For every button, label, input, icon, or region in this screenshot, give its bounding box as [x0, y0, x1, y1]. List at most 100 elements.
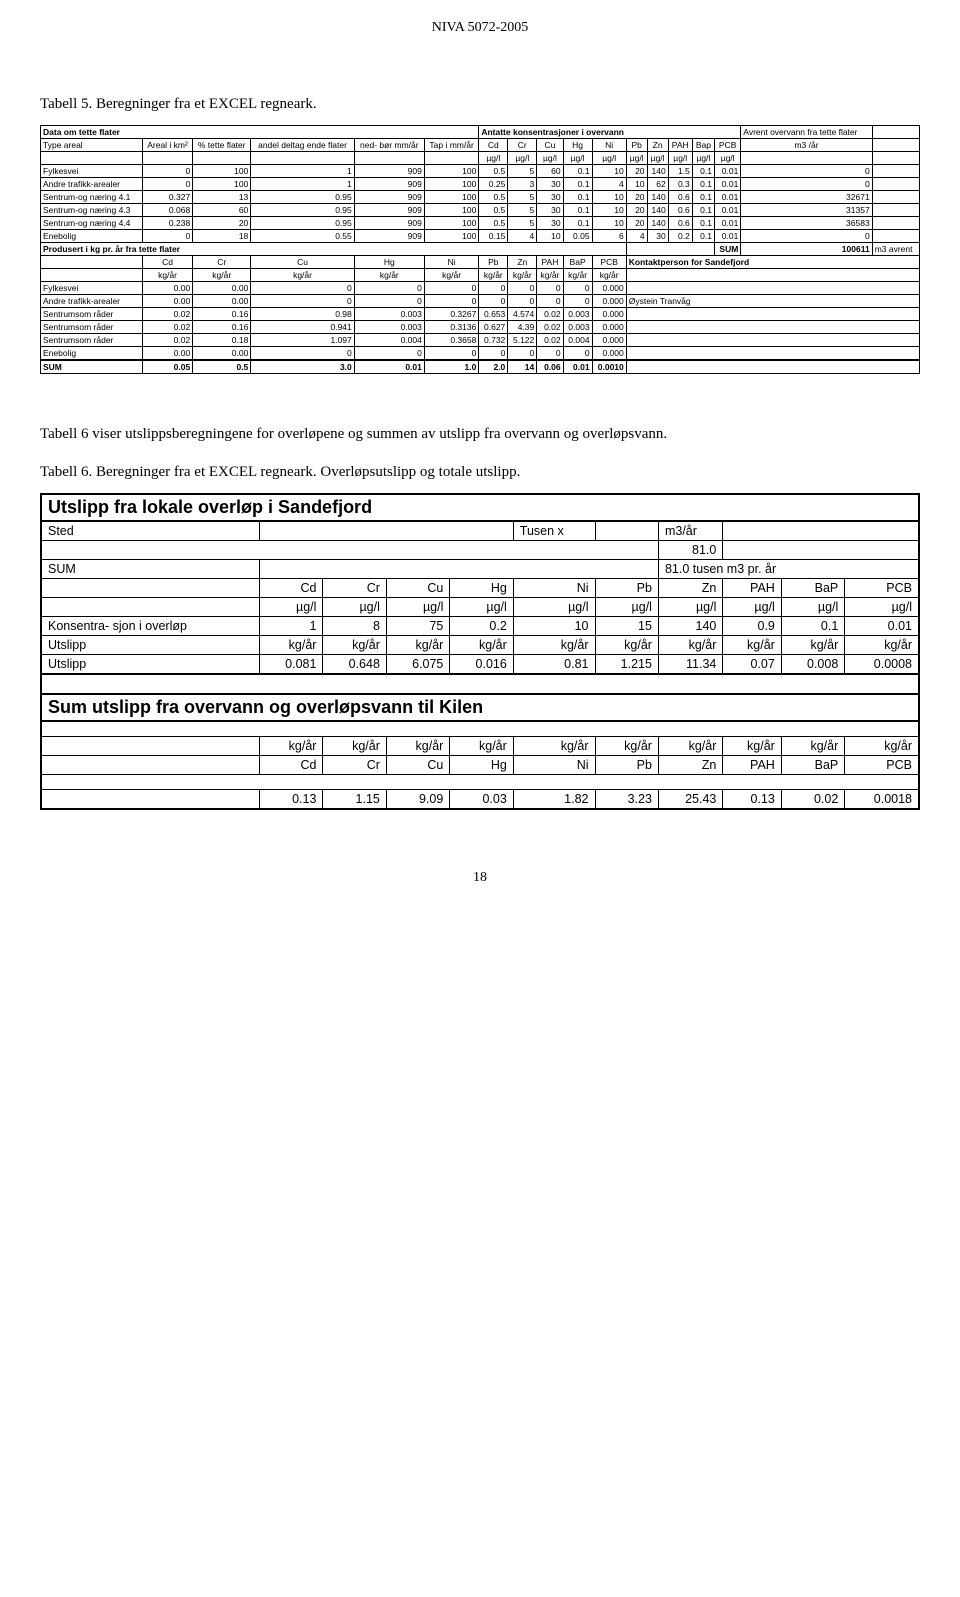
- table-cell: µg/l: [513, 598, 595, 617]
- table-cell: 32671: [741, 191, 872, 204]
- table-cell: 0.008: [781, 655, 844, 675]
- table-cell: 0.648: [323, 655, 386, 675]
- table-row: Andre trafikk-arealer010019091000.253300…: [41, 178, 920, 191]
- table-cell: Pb: [595, 579, 658, 598]
- t1-h-c8: Cu: [537, 139, 563, 152]
- table-cell: 1.5: [668, 165, 692, 178]
- table-cell: kg/år: [781, 636, 844, 655]
- table-cell: 0.941: [251, 321, 354, 334]
- table-cell: 0.95: [251, 191, 354, 204]
- table-cell: kg/år: [323, 636, 386, 655]
- t1-sum-value: 100611: [741, 243, 872, 256]
- table-cell: 0.00: [193, 295, 251, 308]
- table-cell: 0.05: [142, 360, 192, 374]
- table-cell: 0: [741, 178, 872, 191]
- table-cell: 20: [626, 165, 647, 178]
- table-cell: 0.238: [142, 217, 192, 230]
- table-cell: 0.00: [193, 282, 251, 295]
- table-cell: Utslipp: [41, 636, 259, 655]
- table-cell: Cd: [259, 579, 322, 598]
- table-cell: Hg: [450, 579, 513, 598]
- table-cell: 0.01: [563, 360, 592, 374]
- table-cell: 0.5: [479, 165, 508, 178]
- table-cell: [41, 737, 259, 756]
- table-cell: 10: [592, 204, 626, 217]
- table-cell: Zn: [658, 756, 722, 775]
- table-cell: kg/år: [658, 636, 722, 655]
- table-cell: kg/år: [513, 737, 595, 756]
- table-cell: 0.081: [259, 655, 322, 675]
- table-cell: 100: [424, 165, 478, 178]
- table-cell: 20: [193, 217, 251, 230]
- table-cell: [872, 204, 919, 217]
- table-cell: Sentrum-og næring 4.1: [41, 191, 143, 204]
- table-cell: 0.00: [142, 295, 192, 308]
- table-cell: 60: [537, 165, 563, 178]
- table-cell: 140: [647, 165, 668, 178]
- table-row: Sentrumsom råder0.020.181.0970.0040.3658…: [41, 334, 920, 347]
- table-cell: 100: [424, 191, 478, 204]
- table-row: Sentrum-og næring 4.40.238200.959091000.…: [41, 217, 920, 230]
- table-cell: µg/l: [723, 598, 781, 617]
- table-cell: [41, 756, 259, 775]
- table-cell: kg/år: [251, 269, 354, 282]
- table-cell: 0.01: [845, 617, 919, 636]
- table-cell: 100: [193, 165, 251, 178]
- table-cell: 100: [424, 230, 478, 243]
- table-cell: 0.05: [563, 230, 592, 243]
- table-cell: µg/l: [626, 152, 647, 165]
- table-cell: [872, 152, 919, 165]
- table-cell: 0.02: [781, 790, 844, 810]
- table-cell: 0.02: [537, 308, 563, 321]
- table6: Utslipp fra lokale overløp i Sandefjord …: [40, 493, 920, 810]
- table-cell: µg/l: [592, 152, 626, 165]
- table-cell: 60: [193, 204, 251, 217]
- table-cell: kg/år: [537, 269, 563, 282]
- table5: Data om tette flater Antatte konsentrasj…: [40, 125, 920, 374]
- table-cell: 0.000: [592, 295, 626, 308]
- table-cell: µg/l: [658, 598, 722, 617]
- table-cell: 1.097: [251, 334, 354, 347]
- table-row: Fylkesvei0.000.0000000000.000: [41, 282, 920, 295]
- table-cell: 4.39: [508, 321, 537, 334]
- table-cell: 1.0: [424, 360, 478, 374]
- table-cell: 75: [386, 617, 449, 636]
- table-cell: [626, 269, 919, 282]
- table-cell: [626, 321, 919, 334]
- table-cell: 0.016: [450, 655, 513, 675]
- table-cell: 0.16: [193, 308, 251, 321]
- table-cell: 0.5: [479, 217, 508, 230]
- table-cell: 0: [537, 347, 563, 361]
- t2-tusen: Tusen x: [513, 521, 595, 541]
- table-cell: Kontaktperson for Sandefjord: [626, 256, 919, 269]
- table-cell: Utslipp: [41, 655, 259, 675]
- table-cell: 0.627: [479, 321, 508, 334]
- table-cell: 0.02: [142, 308, 192, 321]
- page-number: 18: [40, 870, 920, 886]
- table-cell: 30: [537, 204, 563, 217]
- table-cell: 4.574: [508, 308, 537, 321]
- table-cell: kg/år: [259, 636, 322, 655]
- table-cell: kg/år: [513, 636, 595, 655]
- table-row: Enebolig0.000.0000000000.000: [41, 347, 920, 361]
- table-cell: 5: [508, 217, 537, 230]
- table-cell: 0.95: [251, 217, 354, 230]
- table-cell: 2.0: [479, 360, 508, 374]
- table-cell: kg/år: [450, 737, 513, 756]
- table-cell: 5: [508, 191, 537, 204]
- table-cell: 0: [479, 282, 508, 295]
- table-cell: Cd: [259, 756, 322, 775]
- table-cell: 20: [626, 204, 647, 217]
- table-cell: 0.3136: [424, 321, 478, 334]
- table-cell: 909: [354, 165, 424, 178]
- table6-intro-para: Tabell 6 viser utslippsberegningene for …: [40, 424, 920, 444]
- table-cell: 0.01: [714, 230, 740, 243]
- t1-h-c7: Cr: [508, 139, 537, 152]
- t1-prod-title: Produsert i kg pr. år fra tette flater: [41, 243, 627, 256]
- table-cell: 0: [563, 282, 592, 295]
- table-cell: 0: [142, 230, 192, 243]
- table-cell: 10: [626, 178, 647, 191]
- table-cell: 0.003: [354, 308, 424, 321]
- table-cell: 0.00: [142, 282, 192, 295]
- table-cell: 0: [424, 282, 478, 295]
